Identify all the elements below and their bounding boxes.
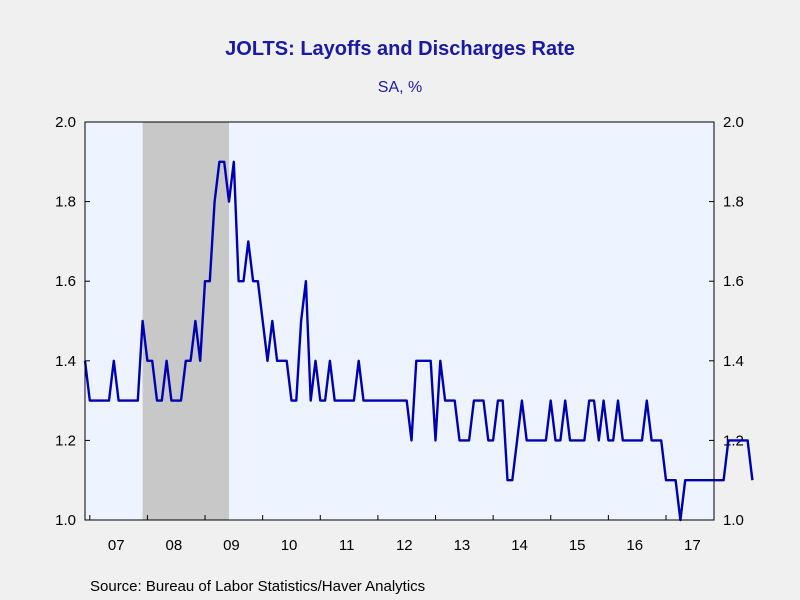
y-tick-label-left: 1.2: [55, 432, 76, 449]
recession-shading: [142, 122, 230, 520]
y-tick-label-right: 1.8: [723, 194, 744, 211]
x-tick-label: 14: [511, 537, 528, 554]
y-tick-label-right: 1.0: [723, 512, 744, 529]
y-tick-label-left: 1.6: [55, 273, 76, 290]
x-tick-label: 07: [108, 537, 125, 554]
x-tick-label: 15: [569, 537, 586, 554]
x-tick-label: 17: [684, 537, 701, 554]
y-tick-label-left: 1.8: [55, 194, 76, 211]
source-note: Source: Bureau of Labor Statistics/Haver…: [90, 578, 426, 595]
y-tick-label-left: 1.4: [55, 353, 76, 370]
y-tick-label-right: 2.0: [723, 114, 744, 131]
x-tick-label: 09: [223, 537, 240, 554]
y-tick-label-left: 1.0: [55, 512, 76, 529]
x-tick-label: 08: [165, 537, 182, 554]
y-tick-label-right: 1.4: [723, 353, 744, 370]
chart-title: JOLTS: Layoffs and Discharges Rate: [225, 38, 575, 60]
plot-border: [84, 121, 715, 521]
x-tick-label: 10: [281, 537, 298, 554]
x-tick-label: 16: [626, 537, 643, 554]
series-line: [83, 160, 754, 522]
x-tick-label: 12: [396, 537, 413, 554]
y-tick-label-right: 1.6: [723, 273, 744, 290]
chart-subtitle: SA, %: [377, 79, 423, 96]
x-tick-label: 11: [339, 537, 355, 554]
y-tick-label-left: 2.0: [55, 114, 76, 131]
x-tick-label: 13: [454, 537, 471, 554]
